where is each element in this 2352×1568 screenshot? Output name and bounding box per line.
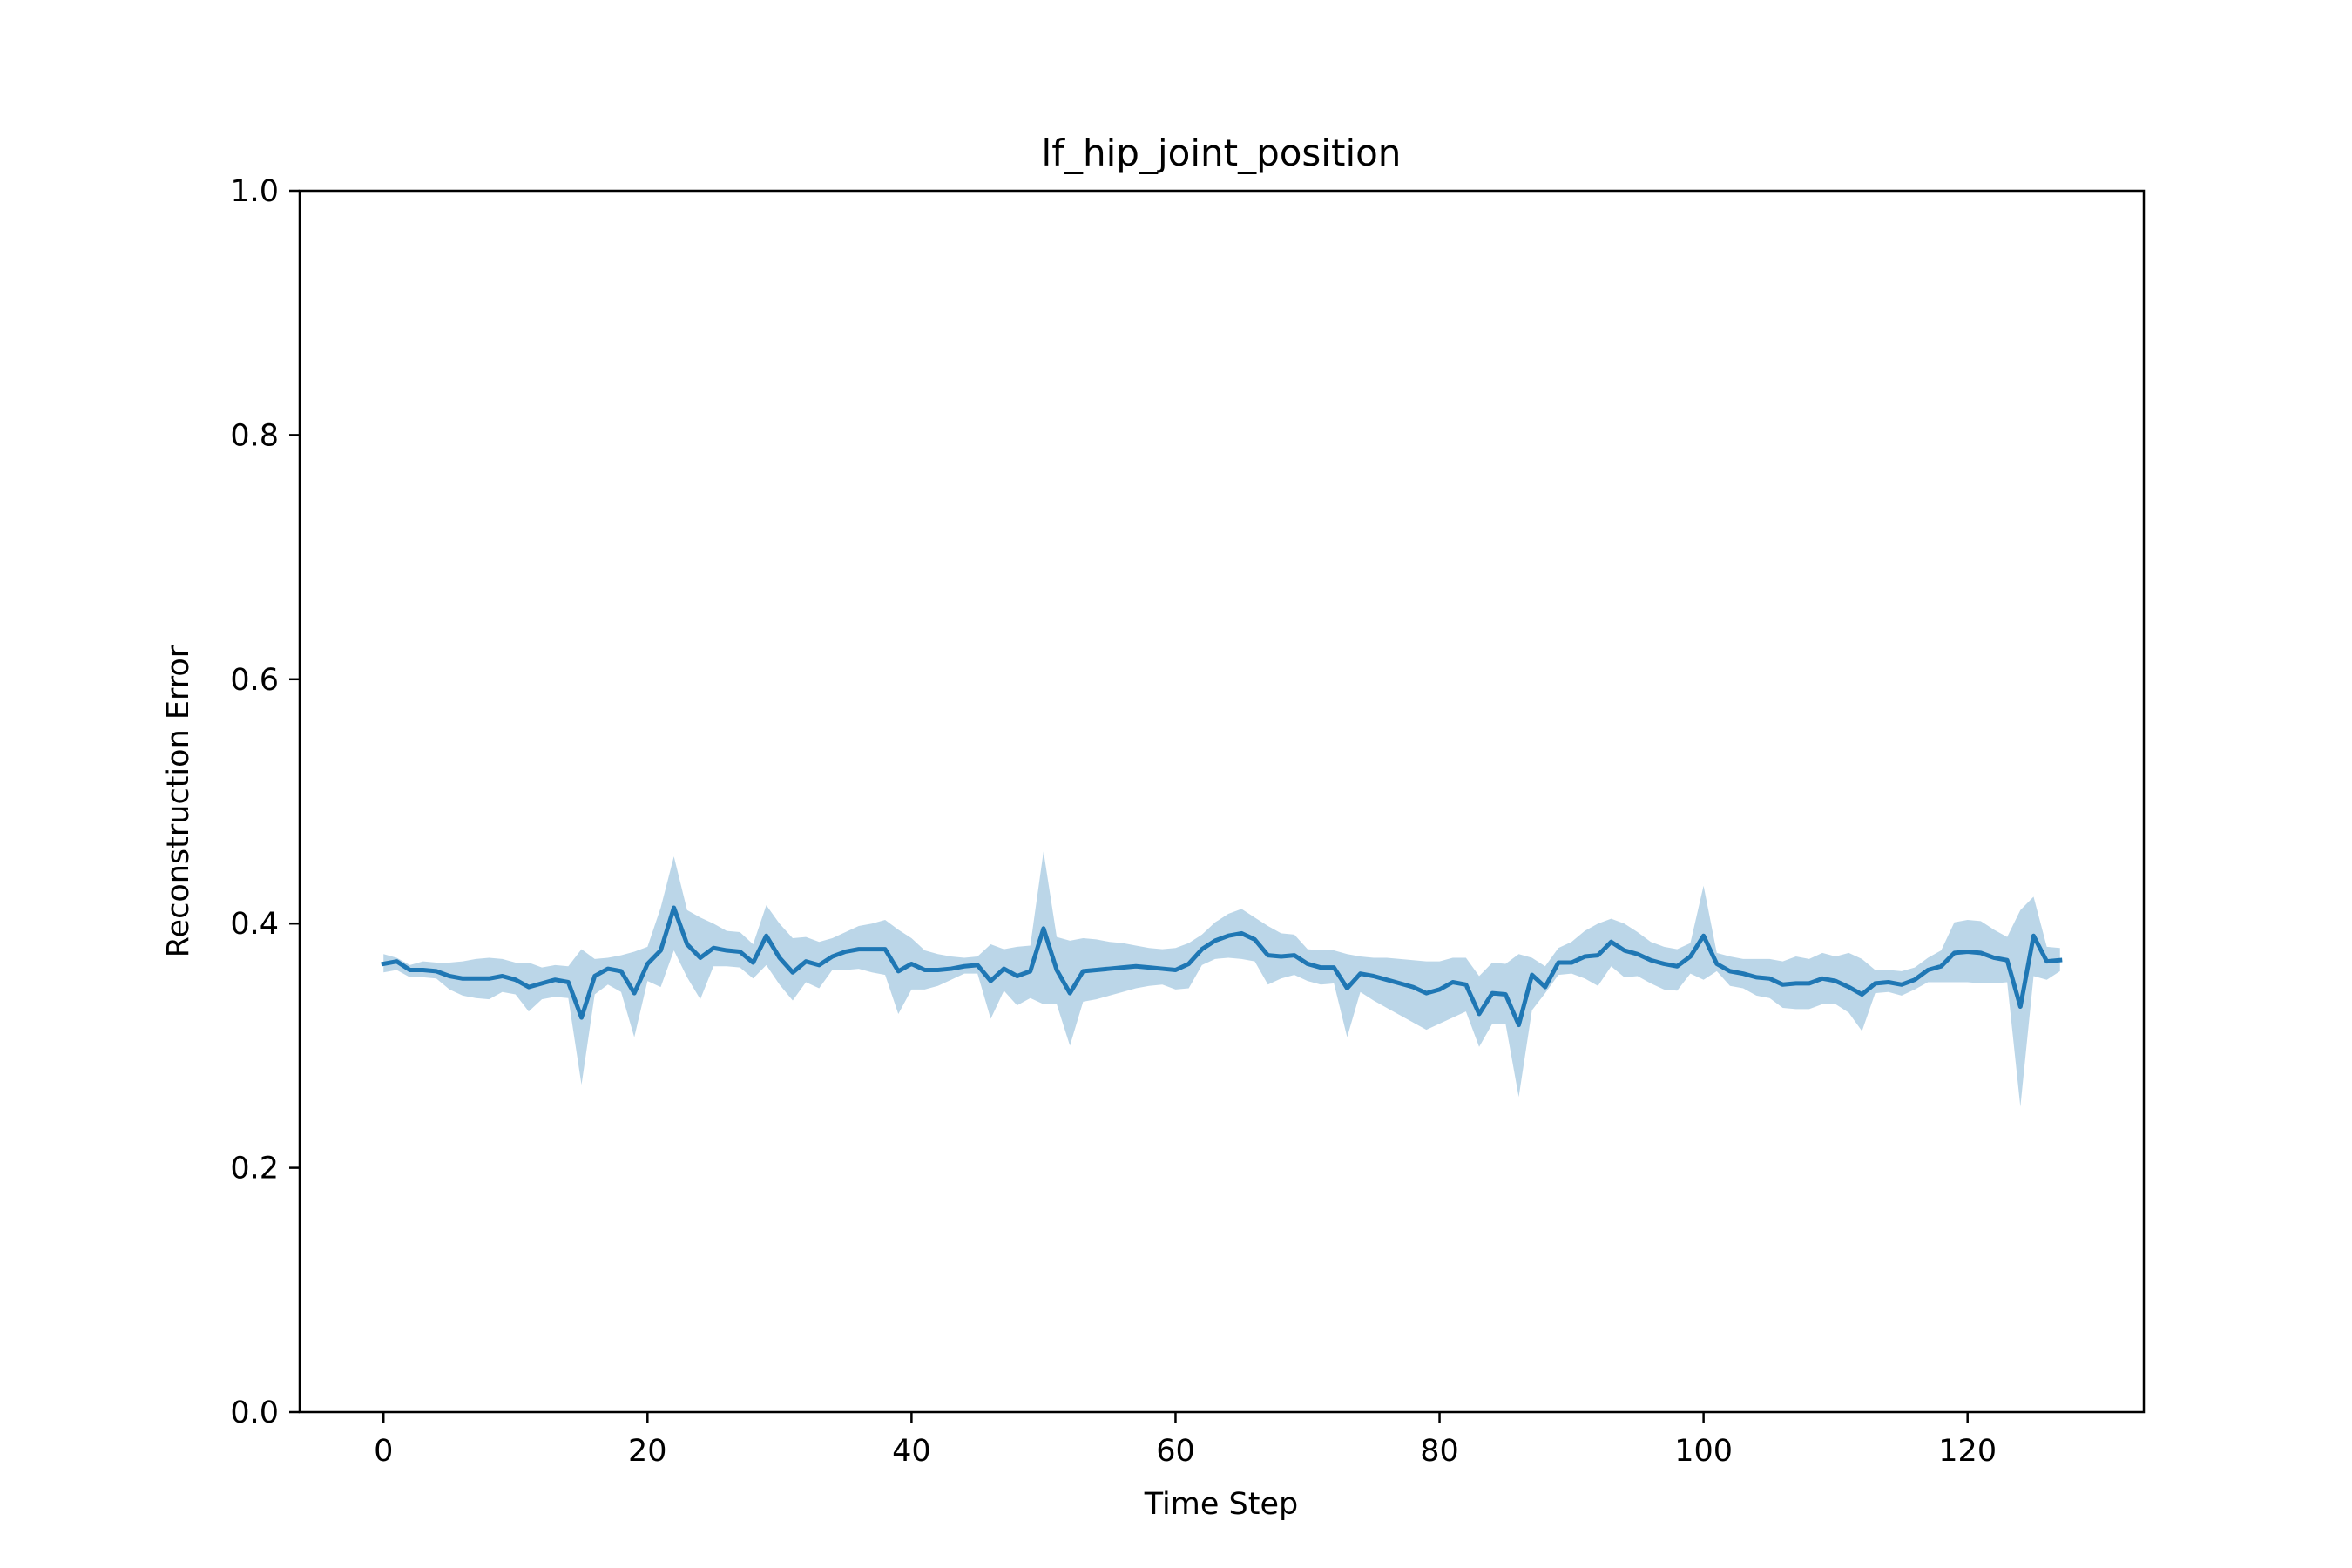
x-tick-label: 100 <box>1674 1434 1733 1469</box>
x-axis: 0 20 40 60 80 100 120 <box>374 1412 1997 1469</box>
x-axis-label: Time Step <box>1144 1487 1298 1522</box>
plot-frame <box>298 189 2146 1414</box>
x-tick-label: 60 <box>1156 1434 1195 1469</box>
confidence-band <box>383 851 2060 1107</box>
y-tick-label: 0.6 <box>230 663 279 698</box>
y-tick-label: 0.4 <box>230 907 279 942</box>
y-tick-label: 0.0 <box>230 1396 279 1430</box>
x-tick-label: 20 <box>628 1434 667 1469</box>
chart-title: lf_hip_joint_position <box>1042 132 1402 174</box>
y-tick-label: 0.2 <box>230 1152 279 1186</box>
y-tick-label: 1.0 <box>230 174 279 209</box>
x-tick-label: 0 <box>374 1434 393 1469</box>
series-line <box>381 905 2063 1028</box>
y-axis-label: Reconstruction Error <box>161 645 196 957</box>
x-tick-label: 40 <box>892 1434 931 1469</box>
y-tick-label: 0.8 <box>230 418 279 453</box>
plot-area <box>381 851 2063 1107</box>
x-tick-label: 120 <box>1938 1434 1997 1469</box>
x-tick-label: 80 <box>1420 1434 1459 1469</box>
y-axis: 0.0 0.2 0.4 0.6 0.8 1.0 <box>230 174 300 1430</box>
